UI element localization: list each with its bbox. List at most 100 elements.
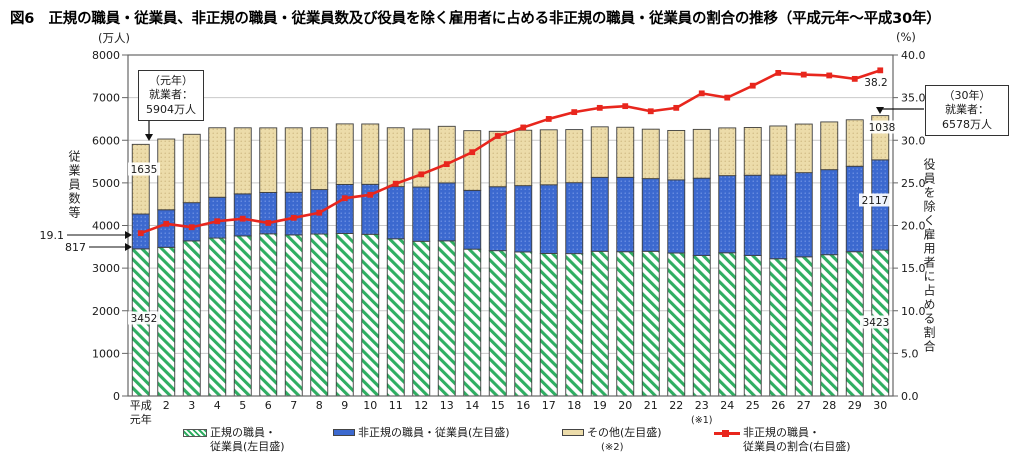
x-tick-label: 12 (414, 399, 428, 412)
bar-other-segment (743, 127, 762, 176)
ratio-marker (341, 195, 348, 202)
ratio-marker (265, 220, 272, 226)
callout-first-line3: 5904万人 (146, 102, 196, 116)
ratio-marker (163, 220, 170, 227)
bar-other-segment (157, 138, 176, 211)
bar-regular-segment (233, 235, 252, 397)
ratio-marker (775, 70, 782, 76)
label-first-nonregular: 817 (65, 241, 86, 254)
x-tick-label: 17 (542, 399, 556, 412)
bar-regular-segment (692, 255, 711, 397)
bar-nonregular-segment (743, 174, 762, 257)
bar-regular-segment (488, 250, 507, 397)
right-axis-tick-label: 25.0 (901, 177, 926, 190)
bar-other-segment (616, 126, 635, 178)
bar-other-segment (590, 126, 609, 178)
bar-nonregular-segment (514, 185, 533, 253)
callout-last-arrow-line (879, 107, 924, 110)
bar-regular-segment (361, 233, 380, 397)
bar-regular-segment (463, 248, 482, 397)
x-tick-label: 3 (188, 399, 195, 412)
ratio-marker (545, 116, 552, 122)
bar-other-segment (437, 125, 456, 184)
bar-other-segment (208, 127, 227, 198)
axis-ticks: 0 1000 2000 3000 4000 5000 6000 7000 8000 0.0 5.0 1… (92, 49, 926, 403)
bar-regular-segment (590, 250, 609, 397)
ratio-marker (851, 75, 858, 82)
bar-nonregular-segment (794, 172, 813, 258)
bar-other-segment (794, 123, 813, 174)
bar-nonregular-segment (335, 183, 354, 234)
legend-item-ratio: 非正規の職員・ 従業員の割合(右目盛) (714, 426, 851, 453)
bar-other-segment (845, 119, 864, 167)
left-axis-tick-label: 2000 (92, 305, 120, 318)
right-axis-tick-label: 20.0 (901, 220, 926, 233)
bar-regular-segment (335, 233, 354, 397)
ratio-marker (392, 180, 399, 187)
bar-nonregular-segment (692, 177, 711, 257)
left-axis-tick-label: 8000 (92, 49, 120, 62)
x-tick-label: 25 (746, 399, 760, 412)
legend-label-nonregular: 非正規の職員・従業員(左目盛) (358, 426, 510, 439)
ratio-marker (367, 191, 374, 198)
x-tick-label: 23 (695, 399, 709, 412)
bar-nonregular-segment (718, 175, 737, 254)
ratio-marker (826, 72, 833, 79)
label-last-regular: 3423 (863, 317, 890, 329)
bar-regular-segment (412, 240, 431, 397)
bar-nonregular-segment (616, 176, 635, 253)
bar-nonregular-segment (488, 186, 507, 252)
ratio-marker (749, 82, 756, 89)
bar-other-segment (488, 130, 507, 188)
callout-last-line2: 就業者： (945, 103, 989, 117)
x-tick-label: 5 (239, 399, 246, 412)
bar-nonregular-segment (412, 186, 431, 242)
arrowhead-down (876, 107, 884, 114)
left-axis-unit: (万人) (98, 31, 130, 45)
bar-regular-segment (437, 240, 456, 397)
ratio-marker (418, 171, 425, 178)
label-first-other: 1635 (131, 164, 158, 176)
bar-regular-segment (565, 253, 584, 397)
value-labels: 1635 3452 1038 2117 3423 38.2 (128, 77, 898, 329)
ratio-marker (239, 215, 246, 222)
legend-swatch-nonregular (333, 429, 355, 436)
right-axis-tick-label: 10.0 (901, 305, 926, 318)
gridlines (128, 97, 893, 354)
bar-regular-segment (616, 251, 635, 397)
x-tick-label: 11 (389, 399, 403, 412)
right-axis-tick-label: 0.0 (901, 390, 919, 403)
x-tick-label: 24 (720, 399, 734, 412)
legend-label-regular-line2: 従業員(左目盛) (210, 439, 285, 453)
callout-last-line1: （30年） (943, 89, 991, 102)
bar-regular-segment (310, 233, 329, 397)
x-tick-label: 28 (822, 399, 836, 412)
bar-other-segment (386, 127, 405, 188)
bar-nonregular-segment (157, 209, 176, 248)
bar-regular-segment (259, 233, 278, 397)
bar-other-segment (539, 129, 558, 186)
bar-nonregular-segment (590, 176, 609, 252)
ratio-marker (188, 224, 195, 231)
bar-other-segment (284, 127, 303, 193)
legend-item-other: その他(左目盛) (※2) (562, 426, 662, 454)
bar-regular-segment (208, 237, 227, 397)
callout-last-line3: 6578万人 (942, 117, 992, 131)
left-axis-title: 従業員数等 (67, 150, 81, 220)
bar-regular-segment (718, 252, 737, 397)
bar-nonregular-segment (667, 179, 686, 254)
x-tick-label: 19 (593, 399, 607, 412)
x-tick-first: 平成元年 (130, 399, 152, 426)
bar-nonregular-segment (820, 169, 839, 256)
bar-other-segment (182, 133, 201, 204)
left-axis-tick-label: 5000 (92, 177, 120, 190)
ratio-marker (443, 161, 450, 168)
callout-last-year: （30年） 就業者： 6578万人 (925, 85, 1009, 136)
bar-nonregular-segment (259, 191, 278, 235)
legend-swatch-other (562, 429, 584, 436)
bar-regular-segment (539, 252, 558, 397)
right-axis-tick-label: 40.0 (901, 49, 926, 62)
legend-item-regular: 正規の職員・ 従業員(左目盛) (183, 426, 285, 453)
bar-other-segment (667, 129, 686, 181)
